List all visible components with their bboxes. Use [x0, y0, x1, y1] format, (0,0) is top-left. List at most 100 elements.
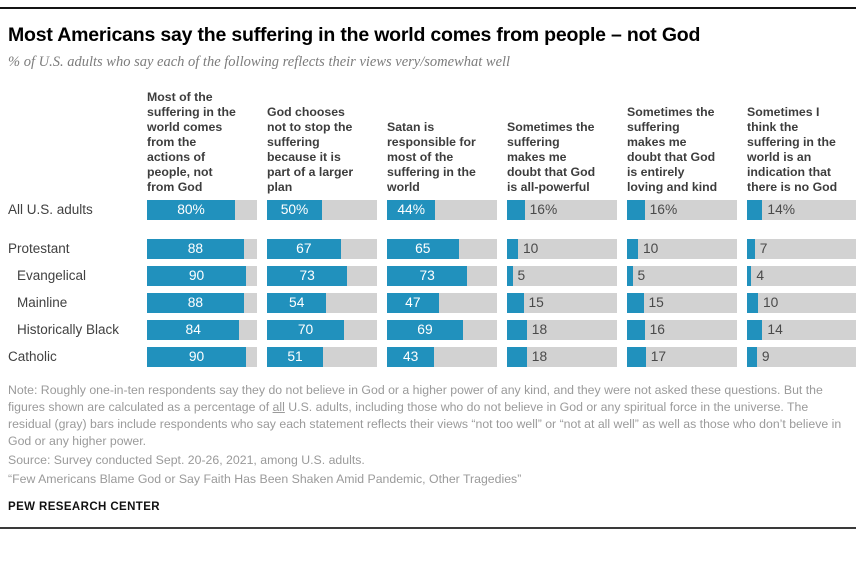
bar-value-label: 90 — [188, 349, 205, 365]
bar-fill: 47 — [387, 292, 439, 313]
chart-row-protestant: Protestant 88 67 65 10 10 7 — [8, 238, 856, 259]
bar-fill — [747, 319, 763, 340]
note-part-2: U.S. adults, including those who do not … — [8, 399, 842, 448]
bar-track: 47 — [387, 292, 497, 313]
row-label: Protestant — [8, 241, 70, 257]
bar-track: 54 — [267, 292, 377, 313]
bar-track: 44% — [387, 199, 497, 220]
bar-fill — [627, 265, 633, 286]
bar-value-label: 5 — [637, 268, 646, 284]
bar-track: 5 — [627, 265, 737, 286]
bar-value-label: 10 — [643, 241, 659, 257]
bar-track: 43 — [387, 346, 497, 367]
note-underlined-word: all — [272, 399, 285, 414]
chart-rows: All U.S. adults 80% 50% 44% 16% 16% 14% Protest… — [8, 199, 856, 367]
bar-value-label: 7 — [759, 241, 768, 257]
column-header-4: Sometimes the suffering makes me doubt t… — [507, 119, 596, 194]
bar-track: 7 — [747, 238, 856, 259]
bar-track: 67 — [267, 238, 377, 259]
bar-track: 4 — [747, 265, 856, 286]
bar-value-label: 10 — [523, 241, 539, 257]
bar-fill — [747, 346, 757, 367]
chart-row-catholic: Catholic 90 51 43 18 17 9 — [8, 346, 856, 367]
bar-track: 80% — [147, 199, 257, 220]
chart-row-all-u-s-adults: All U.S. adults 80% 50% 44% 16% 16% 14% — [8, 199, 856, 220]
bar-fill — [507, 292, 524, 313]
bar-fill: 88 — [147, 292, 244, 313]
bar-value-label: 16 — [649, 322, 665, 338]
bar-track: 14 — [747, 319, 856, 340]
row-label: Catholic — [8, 349, 57, 365]
bar-fill — [627, 292, 644, 313]
bar-value-label: 17 — [650, 349, 667, 365]
bar-value-label: 15 — [528, 295, 544, 311]
bar-value-label: 50% — [280, 202, 309, 218]
bar-fill: 84 — [147, 319, 240, 340]
row-label: Historically Black — [17, 322, 120, 338]
bar-fill — [747, 265, 752, 286]
bar-fill: 73 — [387, 265, 468, 286]
bar-fill — [507, 238, 518, 259]
bar-value-label: 67 — [296, 241, 312, 257]
bar-value-label: 65 — [415, 241, 431, 257]
bar-track: 17 — [627, 346, 737, 367]
bar-track: 10 — [627, 238, 737, 259]
bar-fill — [507, 265, 513, 286]
bar-track: 51 — [267, 346, 377, 367]
bar-fill: 54 — [267, 292, 327, 313]
bar-fill: 67 — [267, 238, 341, 259]
row-label: Mainline — [17, 295, 68, 311]
bar-track: 9 — [747, 346, 856, 367]
bar-value-label: 16% — [529, 202, 558, 218]
bar-value-label: 9 — [761, 349, 770, 365]
column-headers: Most of the suffering in the world comes… — [8, 76, 848, 200]
column-header-3: Satan is responsible for most of the suf… — [387, 119, 476, 194]
bar-fill: 44% — [387, 199, 436, 220]
bar-value-label: 54 — [289, 295, 305, 311]
bar-fill: 43 — [387, 346, 435, 367]
bar-value-label: 14% — [767, 202, 796, 218]
column-header-6: Sometimes I think the suffering in the w… — [747, 104, 838, 194]
bar-fill: 69 — [387, 319, 463, 340]
bar-fill: 90 — [147, 346, 246, 367]
chart-row-historically-black: Historically Black 84 70 69 18 16 14 — [8, 319, 856, 340]
bar-track: 16% — [507, 199, 617, 220]
bar-track: 70 — [267, 319, 377, 340]
bar-track: 14% — [747, 199, 856, 220]
bar-track: 84 — [147, 319, 257, 340]
bar-track: 15 — [507, 292, 617, 313]
bar-track: 50% — [267, 199, 377, 220]
bar-value-label: 90 — [188, 268, 205, 284]
bar-track: 90 — [147, 265, 257, 286]
report-title-text: “Few Americans Blame God or Say Faith Ha… — [8, 471, 522, 486]
bar-fill: 51 — [267, 346, 324, 367]
bar-track: 88 — [147, 238, 257, 259]
chart-card: Most Americans say the suffering in the … — [0, 24, 856, 513]
bar-value-label: 4 — [756, 268, 765, 284]
bar-fill — [747, 238, 755, 259]
note-part-1: Note: Roughly one-in-ten respondents say… — [8, 382, 823, 414]
bar-fill — [507, 199, 525, 220]
column-header-2: God chooses not to stop the suffering be… — [267, 104, 354, 194]
bar-fill: 70 — [267, 319, 344, 340]
bar-value-label: 70 — [297, 322, 314, 338]
bar-fill — [747, 292, 758, 313]
page-title: Most Americans say the suffering in the … — [8, 24, 701, 46]
bar-fill: 65 — [387, 238, 459, 259]
bar-fill — [507, 346, 527, 367]
bar-value-label: 16% — [649, 202, 678, 218]
bar-track: 65 — [387, 238, 497, 259]
bar-value-label: 88 — [187, 295, 204, 311]
bar-fill: 88 — [147, 238, 244, 259]
bar-value-label: 80% — [177, 202, 205, 218]
row-label: Evangelical — [17, 268, 87, 284]
bottom-rule — [0, 526, 856, 529]
bar-value-label: 47 — [405, 295, 421, 311]
bar-track: 90 — [147, 346, 257, 367]
bar-fill: 90 — [147, 265, 246, 286]
bar-fill — [627, 238, 638, 259]
column-header-1: Most of the suffering in the world comes… — [147, 89, 236, 194]
chart-subtitle: % of U.S. adults who say each of the fol… — [8, 54, 511, 71]
bar-fill — [627, 346, 646, 367]
bar-track: 69 — [387, 319, 497, 340]
